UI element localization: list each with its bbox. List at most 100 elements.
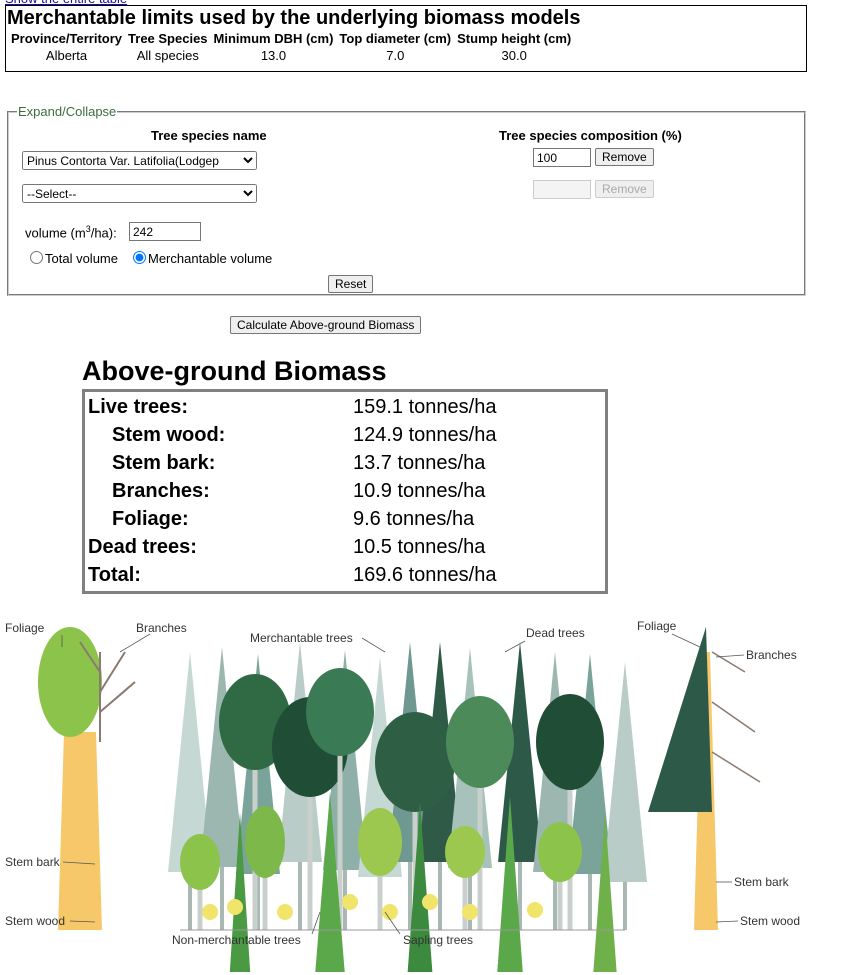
crown <box>245 806 285 878</box>
remove-button[interactable]: Remove <box>595 148 654 166</box>
result-name: Total: <box>88 564 141 586</box>
illustration-label: Stem bark <box>734 875 790 889</box>
radio-label: Merchantable volume <box>148 251 273 266</box>
result-value: 124.9 tonnes/ha <box>353 424 497 446</box>
species-fieldset: Expand/Collapse <box>7 104 806 296</box>
limits-title: Merchantable limits used by the underlyi… <box>7 7 581 29</box>
crown <box>445 826 485 878</box>
result-value: 9.6 tonnes/ha <box>353 508 475 530</box>
species-select[interactable]: --Select-- <box>22 184 257 203</box>
cell: All species <box>136 48 199 63</box>
result-name: Stem wood: <box>112 424 226 446</box>
header: Minimum DBH (cm) <box>213 31 334 46</box>
crown <box>446 696 514 788</box>
illustration-label: Branches <box>746 648 797 662</box>
crown <box>180 834 220 890</box>
crown <box>536 694 604 790</box>
header: Top diameter (cm) <box>339 31 452 46</box>
calculate-button[interactable]: Calculate Above-ground Biomass <box>230 316 422 334</box>
limits-table-box: Merchantable limits used by the underlyi… <box>5 5 807 72</box>
sapling <box>527 902 543 918</box>
conifer <box>168 652 212 872</box>
cell: 7.0 <box>386 48 405 63</box>
composition-header: Tree species composition (%) <box>499 128 682 143</box>
sapling <box>462 904 478 920</box>
crown <box>375 712 455 812</box>
leader-line <box>361 637 386 653</box>
result-name: Branches: <box>112 480 210 502</box>
result-name: Dead trees: <box>88 536 197 558</box>
conifer <box>603 662 647 882</box>
illustration-label: Dead trees <box>526 626 585 640</box>
expand-collapse[interactable]: Expand/Collapse <box>18 104 117 119</box>
composition-input[interactable] <box>533 148 591 167</box>
crown <box>38 627 102 737</box>
illustration-label: Stem bark <box>5 855 61 869</box>
show-table-link[interactable]: Show the entire table <box>5 0 127 6</box>
radio-total[interactable]: Total volume <box>28 251 118 266</box>
illustration-label: Stem wood <box>740 914 800 928</box>
sapling <box>422 894 438 910</box>
leader-line <box>715 654 745 658</box>
illustration-label: Non-merchantable trees <box>172 933 301 947</box>
crown <box>538 822 582 882</box>
leader-line <box>715 920 739 923</box>
leader-line <box>384 911 401 935</box>
result-value: 10.5 tonnes/ha <box>353 536 486 558</box>
volume-sup: 3 <box>85 224 91 234</box>
volume-input[interactable] <box>129 222 201 241</box>
leader-line <box>62 861 96 865</box>
branches <box>79 641 136 742</box>
conifer <box>200 647 244 867</box>
sapling <box>277 904 293 920</box>
volume-text: /ha): <box>90 225 117 241</box>
branches <box>711 651 761 783</box>
conifer <box>315 792 345 972</box>
reset-button[interactable]: Reset <box>328 275 374 293</box>
illustration-label: Stem wood <box>5 914 65 928</box>
volume-label: volume (m3/ha): <box>25 224 117 240</box>
illustration-label: Merchantable trees <box>250 631 353 645</box>
result-value: 169.6 tonnes/ha <box>353 564 497 586</box>
species-header: Tree species name <box>151 128 267 143</box>
results-box: Live trees: 159.1 tonnes/ha Stem wood: 124.… <box>82 389 608 594</box>
composition-input <box>533 180 591 199</box>
result-name: Foliage: <box>112 508 189 530</box>
sapling <box>342 894 358 910</box>
radio[interactable] <box>30 251 43 264</box>
cell: Alberta <box>45 48 88 63</box>
header: Stump height (cm) <box>457 31 572 46</box>
sapling <box>382 904 398 920</box>
conifer <box>498 642 542 862</box>
leader-line <box>119 633 151 653</box>
crown <box>306 668 374 756</box>
result-value: 10.9 tonnes/ha <box>353 480 486 502</box>
cell: 30.0 <box>501 48 527 63</box>
sapling <box>227 899 243 915</box>
header: Province/Territory <box>11 31 123 46</box>
cell: 13.0 <box>260 48 287 63</box>
conifer <box>593 812 617 972</box>
species-select[interactable]: Pinus Contorta Var. Latifolia(Lodgep <box>22 151 257 170</box>
conifer <box>648 627 712 812</box>
result-name: Live trees: <box>88 396 189 418</box>
illustration-label: Sapling trees <box>403 933 473 947</box>
crown <box>358 808 402 876</box>
remove-button: Remove <box>595 180 654 198</box>
radio-label: Total volume <box>45 251 118 266</box>
radio-merch[interactable]: Merchantable volume <box>131 251 272 266</box>
result-name: Stem bark: <box>112 452 216 474</box>
volume-text: volume (m <box>25 225 86 241</box>
leader-line <box>671 633 701 648</box>
forest-illustration: Foliage Branches Merchantable trees Dead tr… <box>5 619 800 972</box>
result-value: 159.1 tonnes/ha <box>353 396 497 418</box>
radio[interactable] <box>133 251 146 264</box>
leader-line <box>504 640 526 653</box>
stem <box>58 732 102 930</box>
sapling <box>202 904 218 920</box>
result-value: 13.7 tonnes/ha <box>353 452 486 474</box>
leader-line <box>69 920 96 923</box>
conifer <box>229 812 251 972</box>
illustration-label: Foliage <box>5 621 45 635</box>
